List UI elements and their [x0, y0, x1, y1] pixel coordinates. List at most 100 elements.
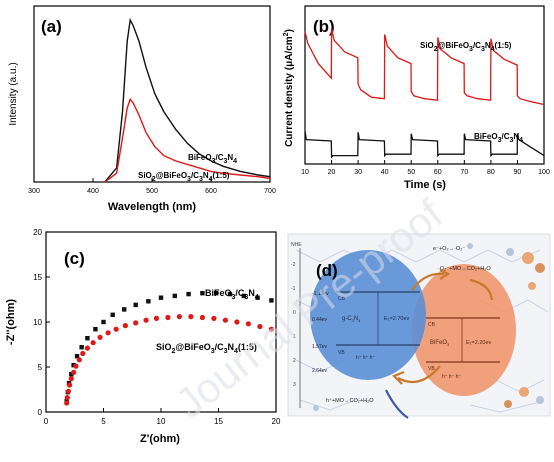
- gcn-band: CB VB g-C3N4 E₁=2.70ev h⁺ h⁺ h⁺: [336, 291, 420, 361]
- panel-a-y-label: Intensity (a.u.): [8, 62, 19, 125]
- panel-a-x-ticks: 300 400 500 600 700: [28, 178, 276, 195]
- reaction-superoxide: e⁻+O₂→·O₂⁻: [433, 246, 465, 252]
- nhe-tick-2: 0: [293, 310, 296, 316]
- nhe-tick-1: -1: [291, 286, 296, 292]
- network-atoms: [313, 243, 545, 411]
- panel-c-point-black: [110, 312, 115, 317]
- panel-c-point-red: [73, 363, 79, 369]
- panel-c-x-label: Z'(ohm): [140, 433, 180, 445]
- panel-c-point-red: [65, 388, 72, 394]
- panel-b-x-tick-label: 50: [407, 169, 415, 176]
- gcn-ellipse: [310, 250, 426, 380]
- panel-c-point-black: [79, 345, 84, 350]
- panel-c-point-red: [234, 319, 240, 325]
- panel-b-x-tick-label: 90: [514, 169, 522, 176]
- panel-a-x-label: Wavelength (nm): [108, 201, 197, 213]
- panel-c-point-red: [222, 317, 228, 323]
- panel-c-point-red: [97, 334, 103, 340]
- panel-c-point-black: [74, 354, 80, 359]
- panel-c-tag: (c): [64, 249, 85, 268]
- nhe-tick-3: 1: [293, 334, 296, 340]
- panel-c-ticks: 0 5 10 15 20 0 5 10 15 20: [33, 228, 281, 426]
- nhe-label: NHE: [291, 242, 302, 248]
- bfo-holes: h⁺ h⁺ h⁺: [442, 374, 461, 380]
- panel-c-point-red: [113, 326, 119, 332]
- nhe-tick-0: -2: [291, 262, 296, 268]
- panel-c-point-red: [84, 345, 90, 351]
- gcn-vb-label: VB: [338, 350, 345, 356]
- panel-c-legend-red: SiO2@BiFeO3/C3N4(1:5): [156, 342, 257, 355]
- panel-a-x-tick-label: 500: [146, 188, 158, 195]
- bifeo3-ellipse: [412, 264, 516, 396]
- panel-b-series-line-0: [304, 28, 545, 106]
- panel-a-tag: (a): [41, 17, 62, 36]
- panel-c-point-red: [133, 320, 139, 326]
- panel-b-lines: [304, 28, 545, 159]
- arrows: [385, 269, 494, 419]
- panel-c-point-black: [85, 336, 90, 341]
- panel-c-point-red: [143, 317, 149, 323]
- panel-c-point-black: [158, 295, 164, 300]
- panel-b-x-tick-label: 40: [381, 169, 389, 176]
- panel-a: (a) 300 400 500 600 700 Wavelength (nm) Inte…: [8, 5, 276, 213]
- panel-c-y-tick-label: 0: [38, 408, 43, 417]
- reaction-degradation-top: ·O₂⁻+MO→CO₂+H₂O: [438, 266, 491, 272]
- bfo-name: BiFeO3: [430, 340, 450, 347]
- panel-c-point-red: [188, 314, 194, 320]
- panel-b-x-label: Time (s): [404, 179, 446, 191]
- panel-c-point-red: [105, 330, 111, 336]
- gcn-eg: E₁=2.70ev: [384, 316, 409, 322]
- panel-c-point-red: [64, 395, 70, 401]
- panel-a-series-line-1: [104, 97, 271, 183]
- panel-c-x-tick-label: 20: [272, 417, 281, 426]
- panel-b-y-label: Current density (μA/cm2): [283, 29, 295, 147]
- level-vb-gcn: 1.57ev: [312, 344, 328, 350]
- gcn-holes: h⁺ h⁺ h⁺: [356, 355, 375, 361]
- panel-c-point-black: [269, 298, 274, 303]
- panel-d-tag: (d): [316, 261, 338, 280]
- panel-c-point-red: [245, 321, 251, 327]
- bifeo3-band: CB VB BiFeO3 E₁=2.20ev h⁺ h⁺ h⁺: [426, 317, 500, 380]
- panel-c-point-red: [165, 314, 171, 321]
- bfo-eg: E₁=2.20ev: [466, 340, 491, 346]
- panel-c-point-black: [241, 293, 246, 299]
- panel-c-y-tick-label: 15: [33, 273, 42, 282]
- panel-a-x-tick-label: 300: [28, 188, 40, 195]
- panel-c-point-red: [76, 357, 82, 363]
- panel-a-x-tick-label: 400: [87, 188, 99, 195]
- panel-a-x-tick-label: 600: [205, 188, 217, 195]
- panel-a-frame: [33, 5, 271, 183]
- level-labels: -1.13ev 0.44ev 1.57ev 2.64ev: [312, 291, 329, 374]
- gcn-name: g-C3N4: [342, 316, 361, 323]
- panel-b-legend-red: SiO2@BiFeO3/C3N4(1:5): [420, 41, 512, 53]
- panel-c-point-black: [93, 327, 98, 332]
- panel-c-point-red: [268, 326, 274, 332]
- panel-c-point-black: [101, 319, 106, 325]
- panel-c-point-black: [186, 291, 191, 297]
- panel-b-x-tick-label: 70: [460, 169, 468, 176]
- panel-c-x-tick-label: 5: [101, 417, 106, 426]
- panel-c-point-black: [172, 293, 177, 299]
- nhe-tick-4: 2: [293, 358, 296, 364]
- panel-a-series-line-0: [104, 17, 271, 183]
- bfo-vb-label: VB: [428, 366, 435, 372]
- panel-c-point-red: [211, 315, 217, 321]
- panel-c-point-black: [214, 291, 219, 296]
- panel-c-point-red: [122, 323, 128, 329]
- level-vb-bfo: 2.64ev: [312, 368, 328, 374]
- panel-c-point-black: [255, 295, 260, 300]
- level-cb-gcn: -1.13ev: [312, 291, 329, 297]
- panel-a-x-tick-label: 700: [264, 188, 276, 195]
- panel-b-x-tick-label: 30: [354, 169, 362, 176]
- panel-c-x-tick-label: 0: [44, 417, 49, 426]
- panel-c-x-tick-label: 15: [214, 417, 223, 426]
- panel-c-point-red: [68, 376, 74, 382]
- panel-c-point-black: [133, 302, 138, 308]
- panel-c-points: [64, 291, 274, 406]
- panel-b: (b) 10 20 30 40 50 60 70 80 90 100 Time (s) Curre…: [283, 5, 550, 191]
- panel-c-point-red: [176, 314, 182, 320]
- panel-b-x-tick-label: 100: [538, 169, 550, 176]
- nhe-tick-5: 3: [293, 382, 296, 388]
- panel-c-x-tick-label: 10: [157, 417, 166, 426]
